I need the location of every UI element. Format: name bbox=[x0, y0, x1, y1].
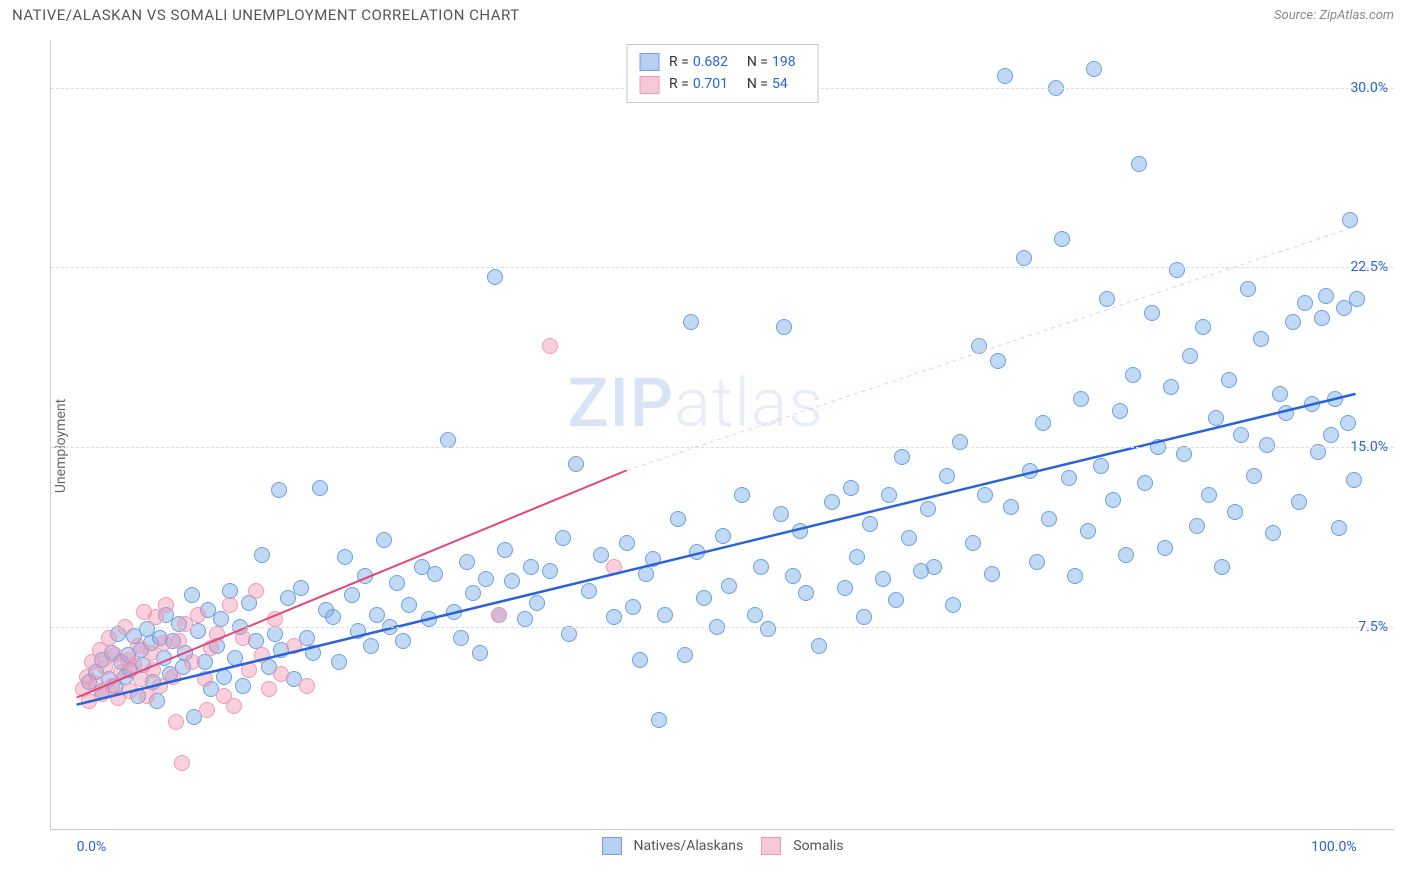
n-value: 54 bbox=[772, 73, 806, 95]
source-label: Source: ZipAtlas.com bbox=[1274, 8, 1394, 23]
r-label: R = bbox=[669, 73, 689, 95]
n-label: N = bbox=[747, 51, 768, 73]
y-tick-label: 7.5% bbox=[1358, 619, 1388, 635]
r-value: 0.682 bbox=[693, 51, 743, 73]
r-label: R = bbox=[669, 51, 689, 73]
n-label: N = bbox=[747, 73, 768, 95]
chart-title: NATIVE/ALASKAN VS SOMALI UNEMPLOYMENT CO… bbox=[12, 6, 520, 24]
gridline bbox=[51, 267, 1394, 268]
legend-correlation: R =0.682N =198R =0.701N =54 bbox=[626, 44, 819, 103]
y-tick-label: 30.0% bbox=[1350, 80, 1388, 96]
r-value: 0.701 bbox=[693, 73, 743, 95]
legend-row: R =0.701N =54 bbox=[639, 73, 806, 95]
gridline bbox=[51, 447, 1394, 448]
y-tick-label: 15.0% bbox=[1350, 439, 1388, 455]
y-tick-label: 22.5% bbox=[1350, 259, 1388, 275]
legend-label: Natives/Alaskans bbox=[634, 838, 744, 854]
chart-area: ZIPatlas R =0.682N =198R =0.701N =54 Nat… bbox=[50, 40, 1394, 830]
legend-item: Natives/Alaskans bbox=[602, 837, 744, 855]
legend-swatch bbox=[639, 53, 659, 71]
legend-series: Natives/Alaskans Somalis bbox=[602, 837, 844, 855]
legend-label: Somalis bbox=[793, 838, 843, 854]
gridline bbox=[51, 627, 1394, 628]
trend-lines bbox=[51, 40, 1394, 829]
x-tick-label: 100.0% bbox=[1311, 839, 1356, 855]
n-value: 198 bbox=[772, 51, 806, 73]
legend-swatch bbox=[602, 837, 622, 855]
legend-swatch bbox=[639, 76, 659, 94]
legend-item: Somalis bbox=[761, 837, 843, 855]
legend-row: R =0.682N =198 bbox=[639, 51, 806, 73]
x-tick-label: 0.0% bbox=[77, 839, 107, 855]
legend-swatch bbox=[761, 837, 781, 855]
